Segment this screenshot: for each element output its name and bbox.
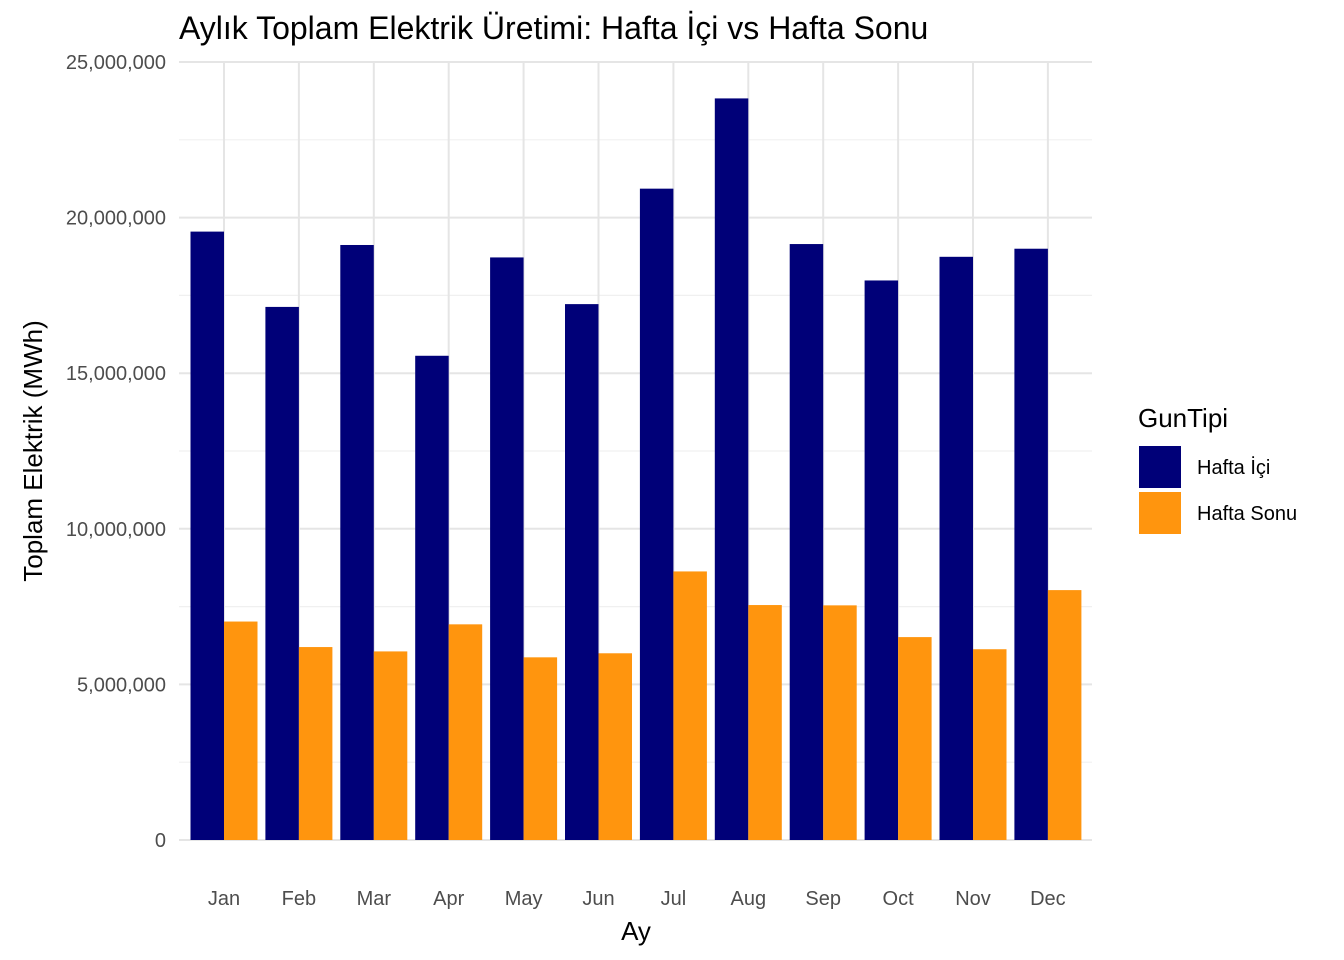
bar-hafta-ici-apr: [415, 355, 449, 840]
bar-hafta-ici-feb: [265, 306, 299, 840]
x-tick-label: Sep: [805, 888, 841, 910]
legend-label: Hafta İçi: [1197, 456, 1270, 479]
bar-hafta-sonu-nov: [973, 649, 1007, 840]
bar-hafta-sonu-jan: [224, 621, 258, 840]
chart-title: Aylık Toplam Elektrik Üretimi: Hafta İçi…: [179, 10, 928, 46]
legend-title: GunTipi: [1138, 403, 1228, 433]
x-tick-label: Dec: [1030, 888, 1066, 910]
bar-hafta-ici-oct: [864, 280, 899, 840]
legend-key-hafta-sonu: [1139, 492, 1181, 534]
y-tick-label: 25,000,000: [66, 52, 166, 74]
x-tick-label: Oct: [883, 888, 915, 910]
x-tick-label: May: [505, 888, 543, 910]
legend: GunTipi Hafta İçi Hafta Sonu: [1138, 403, 1297, 534]
bar-hafta-sonu-oct: [898, 637, 932, 840]
x-tick-label: Nov: [955, 888, 991, 910]
x-tick-label: Mar: [357, 888, 392, 910]
legend-key-hafta-ici: [1139, 446, 1181, 488]
bar-hafta-sonu-feb: [298, 647, 333, 840]
y-tick-label: 0: [155, 830, 166, 852]
bar-hafta-sonu-may: [523, 657, 558, 840]
bar-hafta-ici-jul: [639, 188, 674, 841]
bar-hafta-sonu-dec: [1047, 590, 1082, 840]
x-axis-tick-labels: Jan Feb Mar Apr May Jun Jul Aug Sep Oct Nov Dec: [208, 888, 1066, 910]
bar-hafta-ici-jun: [565, 304, 599, 840]
x-tick-label: Jul: [661, 888, 687, 910]
bar-hafta-sonu-mar: [373, 651, 408, 840]
x-tick-label: Apr: [433, 888, 464, 910]
bar-hafta-ici-mar: [340, 244, 374, 840]
bars: [190, 98, 1082, 841]
y-tick-label: 15,000,000: [66, 363, 166, 385]
bar-hafta-ici-jan: [190, 231, 224, 840]
y-tick-label: 20,000,000: [66, 208, 166, 230]
bar-hafta-ici-dec: [1014, 248, 1048, 841]
bar-hafta-ici-sep: [789, 244, 824, 840]
bar-hafta-sonu-aug: [748, 605, 782, 840]
y-tick-label: 5,000,000: [77, 674, 166, 696]
x-axis-title: Ay: [621, 916, 651, 946]
y-tick-label: 10,000,000: [66, 519, 166, 541]
x-tick-label: Feb: [282, 888, 316, 910]
bar-hafta-sonu-apr: [448, 624, 483, 840]
y-axis-tick-labels: 0 5,000,000 10,000,000 15,000,000 20,000,000…: [66, 52, 166, 852]
x-tick-label: Jan: [208, 888, 240, 910]
x-tick-label: Aug: [731, 888, 767, 910]
y-axis-title: Toplam Elektrik (MWh): [18, 320, 48, 581]
bar-hafta-ici-aug: [714, 98, 749, 840]
legend-label: Hafta Sonu: [1197, 503, 1297, 525]
bar-hafta-ici-may: [490, 257, 524, 840]
x-tick-label: Jun: [582, 888, 614, 910]
bar-hafta-sonu-jun: [598, 653, 632, 840]
bar-hafta-sonu-jul: [673, 571, 707, 840]
bar-hafta-ici-nov: [939, 256, 973, 841]
bar-hafta-sonu-sep: [823, 605, 857, 840]
